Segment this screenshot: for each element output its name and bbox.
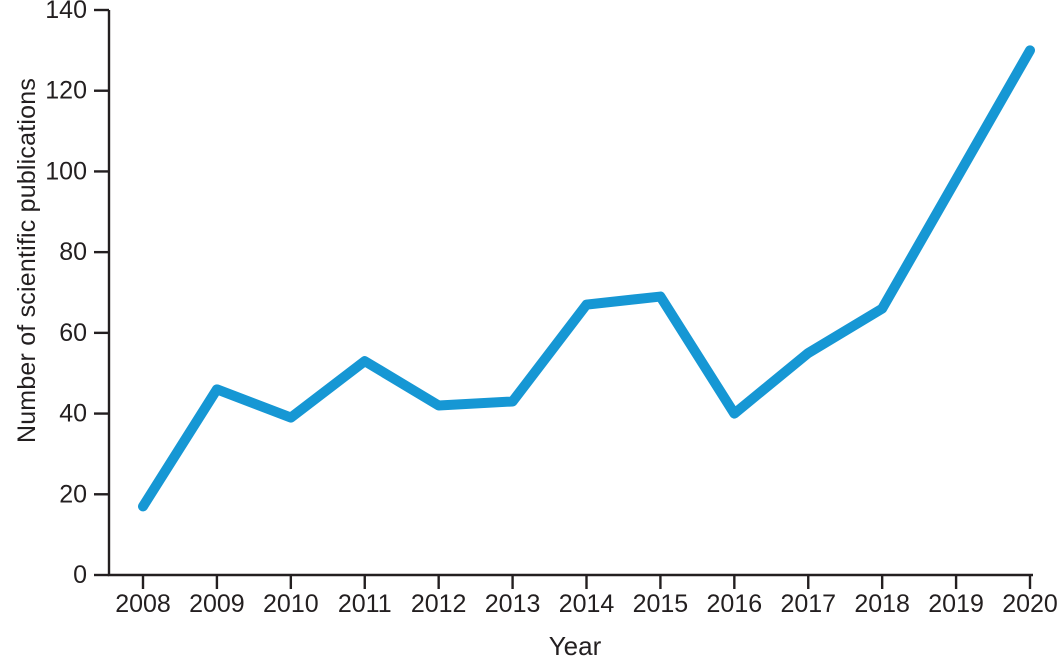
y-tick-label: 140 bbox=[45, 0, 87, 24]
y-tick-label: 60 bbox=[59, 319, 87, 347]
x-tick-label: 2020 bbox=[1002, 590, 1058, 618]
data-line-publications bbox=[138, 45, 1035, 512]
x-tick-label: 2017 bbox=[780, 590, 836, 618]
x-tick-label: 2014 bbox=[559, 590, 615, 618]
x-tick-label: 2009 bbox=[189, 590, 245, 618]
x-tick-label: 2011 bbox=[338, 590, 392, 618]
x-tick-label: 2016 bbox=[707, 590, 763, 618]
y-tick-label: 0 bbox=[73, 561, 87, 589]
x-tick-label: 2012 bbox=[411, 590, 467, 618]
y-axis-ticks: 0 20 40 60 80 100 120 140 bbox=[45, 0, 109, 589]
x-tick-label: 2010 bbox=[263, 590, 319, 618]
y-tick-label: 120 bbox=[45, 77, 87, 105]
x-tick-label: 2008 bbox=[115, 590, 171, 618]
x-tick-label: 2013 bbox=[485, 590, 541, 618]
y-tick-label: 100 bbox=[45, 157, 87, 185]
y-tick-label: 40 bbox=[59, 400, 87, 428]
x-axis-label: Year bbox=[548, 631, 602, 659]
x-axis-ticks: 2008 2009 2010 2011 2012 2013 2014 2015 2016 2017… bbox=[115, 575, 1058, 618]
x-tick-label: 2019 bbox=[928, 590, 984, 618]
y-tick-label: 20 bbox=[59, 480, 87, 508]
x-tick-label: 2015 bbox=[633, 590, 689, 618]
y-tick-label: 80 bbox=[59, 238, 87, 266]
x-tick-label: 2018 bbox=[854, 590, 910, 618]
